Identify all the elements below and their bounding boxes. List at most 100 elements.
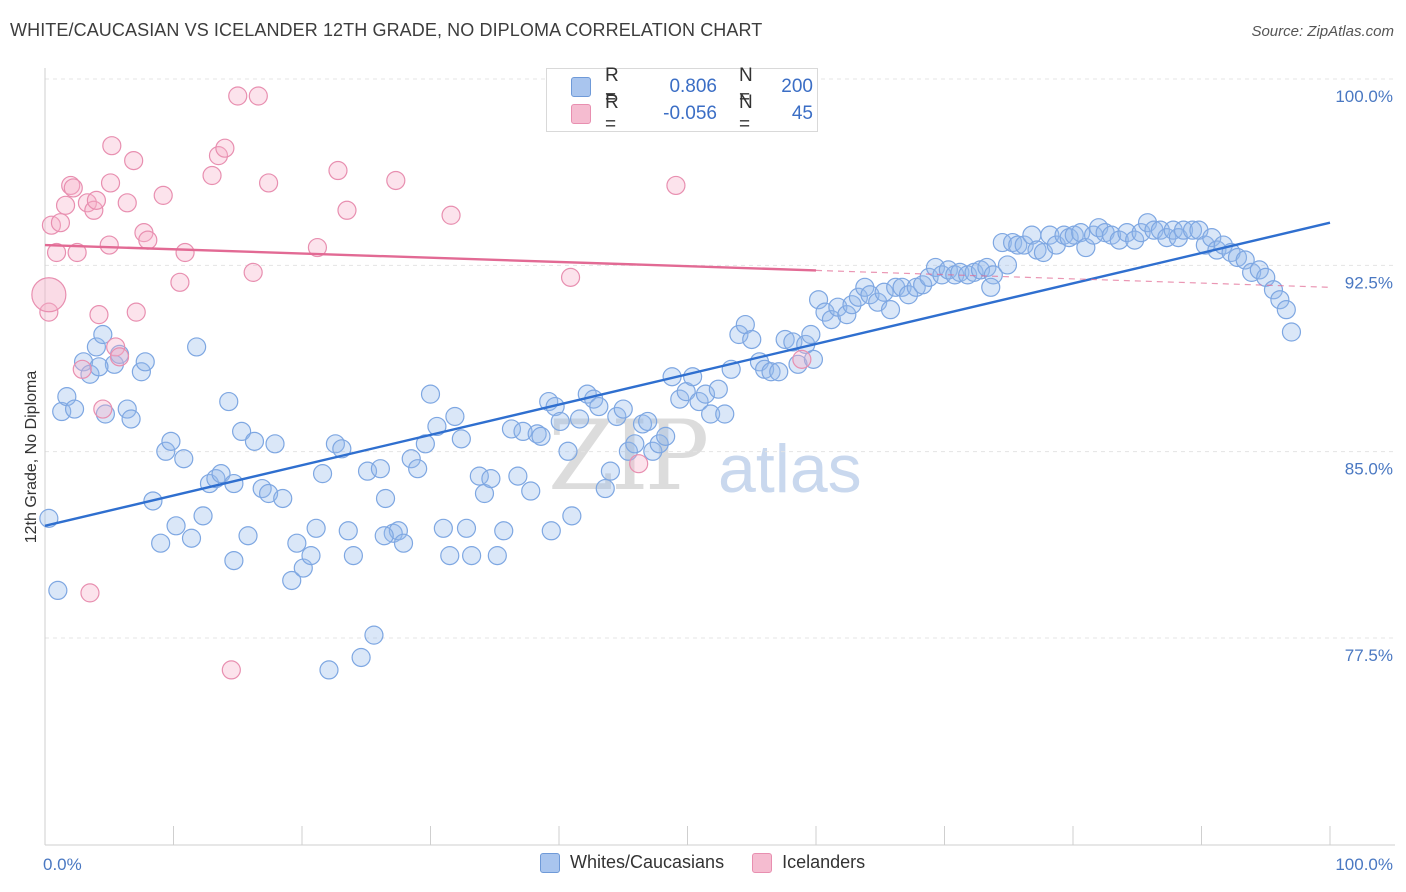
icelanders-point (328, 160, 348, 181)
x-tick-label: 100.0% (1335, 855, 1393, 874)
whites-point (121, 409, 141, 429)
whites-point (775, 329, 795, 350)
whites-point (86, 337, 107, 357)
icelanders-point (629, 454, 649, 474)
legend-row-whites: R = 0.806 N = 200 (571, 65, 813, 108)
whites-point (860, 285, 880, 305)
watermark-atlas: atlas (718, 431, 862, 507)
data-points (31, 86, 1302, 680)
legend-swatch-whites (571, 77, 591, 97)
whites-point (420, 384, 441, 404)
whites-point (374, 526, 394, 546)
legend-n-label: N = (739, 92, 753, 135)
whites-point (808, 290, 829, 310)
whites-point (880, 300, 901, 320)
icelanders-point (50, 213, 71, 233)
whites-point (742, 329, 762, 350)
whites-point (258, 483, 279, 504)
chart-title: WHITE/CAUCASIAN VS ICELANDER 12TH GRADE,… (10, 20, 763, 40)
whites-point (1227, 247, 1248, 268)
whites-point (950, 262, 970, 282)
whites-point (219, 391, 239, 412)
whites-point (638, 411, 658, 432)
whites-point (1249, 260, 1269, 280)
x-tick-label: 0.0% (43, 855, 82, 874)
icelanders-point (93, 399, 113, 419)
bottom-legend-swatch-icelanders (752, 852, 773, 873)
whites-point (451, 429, 471, 449)
whites-point (562, 506, 582, 526)
whites-point (433, 518, 453, 538)
whites-point (1109, 230, 1129, 250)
icelanders-point (100, 173, 121, 193)
legend-n-label: N = (739, 65, 753, 108)
whites-point (181, 528, 202, 548)
whites-point (312, 464, 333, 484)
whites-point (558, 441, 578, 461)
whites-point (166, 516, 186, 536)
whites-point (338, 521, 358, 541)
whites-point (892, 277, 912, 297)
whites-point (569, 409, 590, 429)
icelanders-point (202, 165, 222, 186)
whites-point (1235, 250, 1255, 270)
icelanders-point (208, 146, 229, 166)
whites-point (842, 295, 862, 315)
bottom-legend-swatch-whites (540, 852, 560, 873)
whites-point (656, 426, 676, 446)
whites-point (151, 533, 171, 553)
whites-point (187, 337, 207, 357)
whites-point (1054, 225, 1074, 245)
y-tick-label: 100.0% (1335, 87, 1393, 106)
whites-point (487, 546, 507, 566)
whites-point (589, 396, 609, 417)
icelanders-point (215, 138, 235, 158)
icelanders-point (386, 170, 406, 191)
icelanders-point (126, 302, 146, 322)
whites-point (238, 526, 258, 546)
tick-labels: 100.0% 92.5% 85.0% 77.5% 0.0% 100.0% (43, 87, 1393, 874)
icelanders-point (46, 242, 67, 263)
whites-point (600, 461, 621, 481)
whites-point (1242, 262, 1262, 282)
icelanders-point (243, 262, 263, 282)
icelanders-point (61, 175, 81, 196)
whites-point (689, 391, 709, 412)
whites-point (252, 478, 272, 499)
whites-point (265, 434, 285, 454)
icelanders-point (117, 193, 137, 213)
whites-point (997, 255, 1018, 275)
grid-lines (45, 78, 1395, 639)
whites-point (469, 466, 489, 486)
whites-point (135, 352, 155, 372)
whites-point (595, 478, 615, 499)
whites-point (913, 275, 933, 295)
whites-point (1281, 322, 1302, 342)
whites-point (156, 441, 176, 461)
whites-point (643, 441, 663, 461)
legend-r-label: R = (605, 65, 619, 108)
whites-point (1117, 223, 1137, 243)
whites-point (415, 434, 435, 454)
whites-point (521, 481, 541, 501)
whites-point (1008, 235, 1028, 255)
whites-point (301, 546, 321, 566)
legend-r-value: 0.806 (669, 76, 717, 97)
whites-point (325, 434, 346, 454)
whites-point (898, 285, 919, 305)
whites-point (729, 324, 749, 345)
whites-point (1059, 228, 1079, 248)
whites-point (388, 521, 408, 541)
y-axis-title: 12th Grade, No Diploma (23, 371, 40, 544)
icelanders-point (337, 200, 357, 220)
y-tick-label: 92.5% (1345, 273, 1393, 292)
whites-point (837, 305, 857, 325)
whites-point (981, 277, 1001, 297)
axes (44, 68, 1395, 846)
whites-point (632, 414, 653, 434)
bottom-legend-item-whites: Whites/Caucasians (540, 852, 724, 873)
whites-point (874, 282, 894, 302)
icelanders-point (55, 195, 76, 215)
whites-point (131, 362, 151, 382)
whites-point (1276, 300, 1296, 320)
